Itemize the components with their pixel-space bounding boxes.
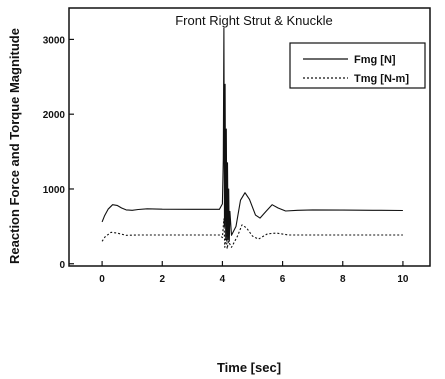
x-axis-label: Time [sec] [217, 360, 281, 375]
series-layer [101, 27, 403, 250]
y-tick-label: 3000 [43, 35, 66, 46]
series-line-tmg [101, 218, 403, 250]
x-axis-ticks: 0 2 4 6 8 10 [99, 261, 409, 285]
legend-box [289, 42, 426, 89]
y-axis-label: Reaction Force and Torque Magnitude [7, 28, 22, 264]
y-tick-label: 0 [59, 260, 65, 271]
x-tick-label: 10 [397, 274, 409, 285]
y-axis-ticks: 0 1000 2000 3000 [43, 35, 74, 271]
y-tick-label: 1000 [43, 185, 66, 196]
series-line-fmg [101, 27, 403, 242]
legend: Fmg [N] Tmg [N-m] [289, 42, 426, 89]
x-tick-label: 8 [340, 274, 346, 285]
x-tick-label: 2 [159, 274, 165, 285]
x-tick-label: 6 [280, 274, 286, 285]
legend-label-tmg: Tmg [N-m] [354, 73, 409, 85]
x-tick-label: 0 [99, 274, 105, 285]
x-tick-label: 4 [220, 274, 226, 285]
plot-frame [68, 7, 431, 267]
chart-title: Front Right Strut & Knuckle [175, 13, 333, 28]
y-tick-label: 2000 [43, 110, 66, 121]
legend-label-fmg: Fmg [N] [354, 54, 396, 66]
